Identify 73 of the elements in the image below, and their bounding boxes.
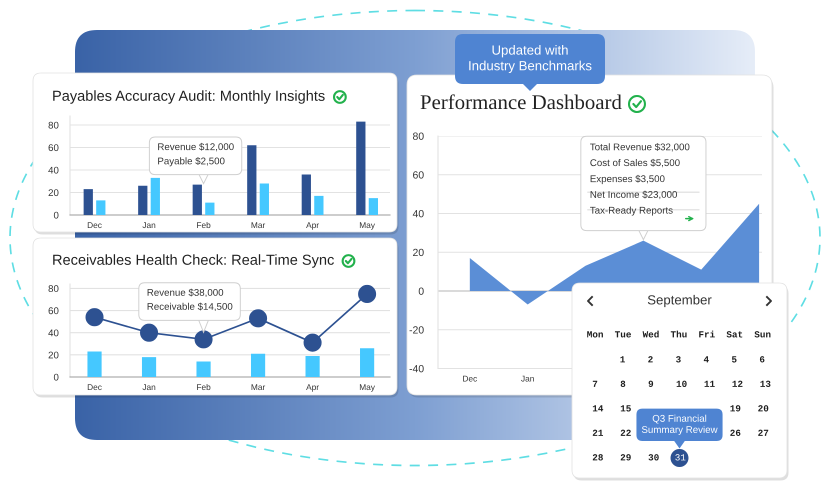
y-tick-label: 40 (48, 166, 59, 174)
y-tick-label: 60 (48, 144, 59, 152)
point (140, 324, 158, 342)
point (194, 330, 213, 348)
y-tick-label: 40 (412, 210, 424, 218)
bar (314, 196, 324, 215)
bar (192, 184, 202, 215)
x-tick-label: Jan (142, 384, 156, 390)
text: 28 29 30 (592, 454, 659, 461)
text: September (648, 294, 712, 308)
annotation: Revenue $38,000 Receivable $14,500 (148, 288, 232, 312)
text: 31 (675, 454, 686, 460)
x-tick-label: Jan (521, 376, 534, 382)
y-tick-label: 80 (48, 122, 59, 129)
point (304, 334, 322, 352)
y-tick-label: 0 (54, 374, 59, 381)
x-tick-label: Dec (463, 376, 478, 382)
x-tick-label: Jan (142, 222, 156, 228)
y-tick-label: 20 (413, 248, 424, 256)
y-tick-label: 20 (48, 352, 59, 358)
text: Updated with Industry Benchmarks (469, 45, 592, 73)
y-tick-label: 0 (418, 288, 424, 295)
bar (260, 184, 269, 215)
point (249, 309, 268, 328)
x-tick-label: Apr (306, 384, 319, 392)
annotation: Total Revenue $32,000 Cost of Sales $5,500 Expenses $3,500 Net Income $23,000 Tax-Ready Reports (590, 143, 690, 216)
bar (87, 352, 102, 377)
bar (306, 356, 320, 377)
chart-title: Payables Accuracy Audit: Monthly Insights (53, 90, 325, 104)
y-tick-label: 80 (48, 285, 59, 292)
bar (250, 354, 266, 377)
bar (360, 348, 374, 377)
x-tick-label: Mar (252, 384, 266, 390)
annotation: Mon Tue Wed Thu Fri Sat Sun (587, 330, 770, 338)
bar (142, 357, 156, 377)
y-tick-label: 80 (412, 132, 424, 140)
x-tick-label: Mar (252, 222, 266, 228)
bar (302, 174, 311, 215)
x-tick-label: May (360, 384, 375, 392)
x-tick-label: Feb (197, 222, 210, 228)
bar (356, 122, 366, 215)
bar (96, 200, 106, 215)
text: Q3 Financial Summary Review (642, 414, 718, 435)
text: 14 15 (592, 405, 631, 412)
point (86, 308, 104, 326)
bar (247, 145, 256, 215)
bar (84, 189, 93, 215)
y-tick-label: -20 (410, 326, 424, 334)
y-tick-label: 60 (413, 171, 424, 179)
x-tick-label: Dec (88, 384, 102, 390)
y-tick-label: 20 (48, 189, 59, 196)
bar (368, 198, 378, 215)
chart-title: Receivables Health Check: Real-Time Sync (53, 254, 334, 268)
y-tick-label: 0 (54, 212, 59, 219)
point (358, 284, 376, 303)
annotation: 1 2 3 4 5 6 (620, 356, 764, 363)
bar (205, 202, 214, 215)
y-tick-label: -40 (410, 365, 424, 372)
y-tick-label: 40 (48, 329, 59, 336)
bar (150, 178, 160, 215)
text: 21 22 (592, 430, 631, 436)
annotation: Revenue $12,000 Payable $2,500 (158, 142, 234, 166)
y-tick-label: 60 (48, 307, 59, 314)
x-tick-label: Feb (197, 384, 210, 390)
chart-title: Performance Dashboard (420, 94, 622, 110)
x-tick-label: Dec (88, 222, 102, 228)
bar (196, 362, 211, 377)
bar (138, 186, 148, 215)
x-tick-label: May (360, 222, 375, 230)
x-tick-label: Apr (306, 222, 319, 230)
text: 19 20 (730, 405, 768, 412)
text: 26 27 (730, 430, 768, 436)
text: 7 8 9 10 11 12 13 (592, 380, 770, 388)
